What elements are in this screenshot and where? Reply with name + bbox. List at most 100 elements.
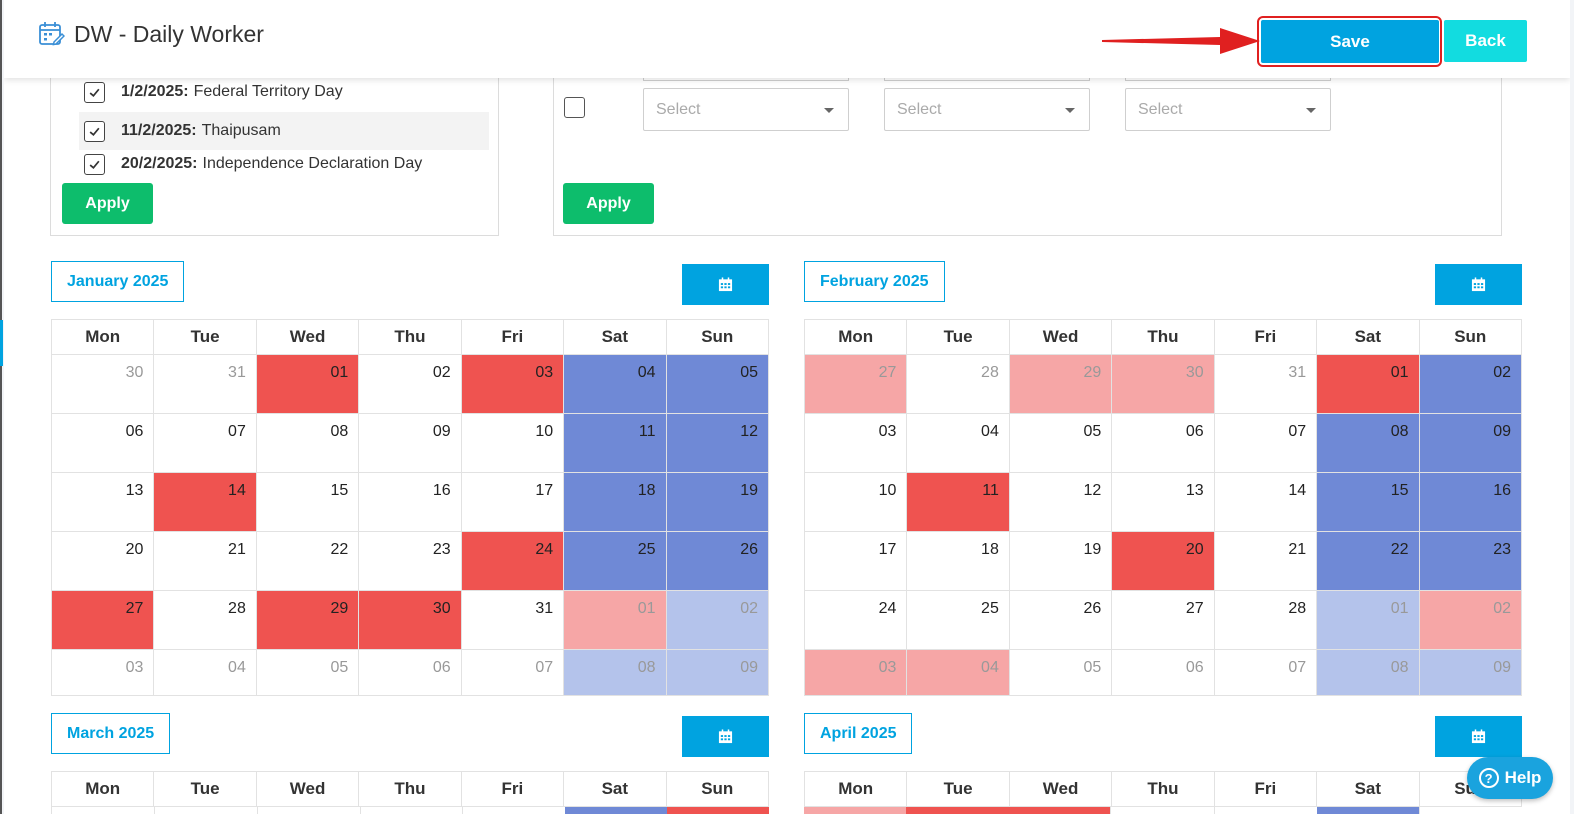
calendar-day[interactable]: 06 (1111, 413, 1215, 473)
back-button[interactable]: Back (1444, 20, 1527, 62)
holiday-item[interactable]: 11/2/2025: Thaipusam (79, 112, 489, 150)
checkbox-checked[interactable] (84, 120, 105, 142)
calendar-day[interactable]: 26 (1008, 590, 1113, 650)
select-dropdown[interactable]: Select (1125, 88, 1331, 131)
select-dropdown[interactable]: Select (643, 88, 849, 131)
calendar-day[interactable]: 07 (460, 649, 565, 696)
calendar-day[interactable]: 05 (255, 649, 360, 696)
calendar-day[interactable]: 23 (1418, 531, 1523, 591)
calendar-day[interactable]: 21 (153, 531, 257, 591)
calendar-day[interactable]: 08 (563, 649, 667, 696)
calendar-day[interactable]: 13 (1111, 472, 1215, 532)
calendar-day[interactable]: 03 (460, 354, 565, 414)
calendar-day[interactable]: 10 (460, 413, 565, 473)
calendar-day[interactable]: 08 (255, 413, 360, 473)
calendar-day[interactable]: 07 (1213, 649, 1318, 696)
calendar-day[interactable]: 01 (255, 354, 360, 414)
calendar-day[interactable]: 29 (1008, 354, 1113, 414)
calendar-day[interactable]: 02 (665, 590, 770, 650)
calendar-day[interactable]: 31 (153, 354, 257, 414)
calendar-picker-button[interactable] (682, 716, 769, 757)
calendar-month-title[interactable]: March 2025 (51, 713, 171, 754)
calendar-day[interactable]: 14 (153, 472, 257, 532)
calendar-day[interactable]: 04 (906, 649, 1010, 696)
calendar-day[interactable]: 02 (1418, 354, 1523, 414)
calendar-day[interactable]: 30 (1111, 354, 1215, 414)
calendar-day[interactable]: 18 (563, 472, 667, 532)
calendar-day[interactable]: 25 (906, 590, 1010, 650)
calendar-day[interactable]: 04 (906, 413, 1010, 473)
calendar-day[interactable]: 26 (665, 531, 770, 591)
calendar-day[interactable]: 04 (563, 354, 667, 414)
calendar-day[interactable]: 02 (358, 354, 462, 414)
calendar-day[interactable]: 21 (1213, 531, 1318, 591)
checkbox-checked[interactable] (84, 81, 105, 103)
calendar-day[interactable]: 12 (1008, 472, 1113, 532)
calendar-day[interactable]: 28 (153, 590, 257, 650)
calendar-day[interactable]: 03 (803, 649, 908, 696)
calendar-day[interactable]: 23 (358, 531, 462, 591)
checkbox-checked[interactable] (84, 153, 105, 175)
calendar-day[interactable]: 28 (906, 354, 1010, 414)
calendar-day[interactable]: 27 (50, 590, 155, 650)
calendar-day[interactable]: 05 (1008, 649, 1113, 696)
calendar-day[interactable]: 10 (803, 472, 908, 532)
calendar-picker-button[interactable] (1435, 264, 1522, 305)
calendar-day[interactable]: 22 (1316, 531, 1420, 591)
calendar-day[interactable]: 16 (358, 472, 462, 532)
calendar-day[interactable]: 12 (665, 413, 770, 473)
calendar-day[interactable]: 30 (358, 590, 462, 650)
calendar-day[interactable]: 25 (563, 531, 667, 591)
help-button[interactable]: ? Help (1467, 757, 1553, 799)
calendar-day[interactable]: 01 (1316, 354, 1420, 414)
calendar-picker-button[interactable] (1435, 716, 1522, 757)
calendar-day[interactable]: 06 (358, 649, 462, 696)
calendar-day[interactable]: 29 (255, 590, 360, 650)
calendar-day[interactable]: 31 (1213, 354, 1318, 414)
calendar-day[interactable]: 03 (50, 649, 155, 696)
calendar-day[interactable]: 11 (563, 413, 667, 473)
apply-holidays-button[interactable]: Apply (62, 183, 153, 224)
calendar-day[interactable]: 08 (1316, 413, 1420, 473)
select-dropdown[interactable]: Select (884, 88, 1090, 131)
calendar-day[interactable]: 03 (803, 413, 908, 473)
calendar-day[interactable]: 16 (1418, 472, 1523, 532)
calendar-day[interactable]: 17 (803, 531, 908, 591)
calendar-day[interactable]: 20 (1111, 531, 1215, 591)
calendar-day[interactable]: 09 (665, 649, 770, 696)
calendar-day[interactable]: 01 (1316, 590, 1420, 650)
calendar-day[interactable]: 09 (358, 413, 462, 473)
calendar-day[interactable]: 08 (1316, 649, 1420, 696)
calendar-day[interactable]: 11 (906, 472, 1010, 532)
calendar-day[interactable]: 14 (1213, 472, 1318, 532)
calendar-day[interactable]: 09 (1418, 649, 1523, 696)
calendar-day[interactable]: 15 (1316, 472, 1420, 532)
calendar-picker-button[interactable] (682, 264, 769, 305)
calendar-day[interactable]: 06 (1111, 649, 1215, 696)
calendar-day[interactable]: 02 (1418, 590, 1523, 650)
calendar-day[interactable]: 20 (50, 531, 155, 591)
calendar-month-title[interactable]: April 2025 (804, 713, 913, 754)
calendar-day[interactable]: 27 (1111, 590, 1215, 650)
calendar-day[interactable]: 22 (255, 531, 360, 591)
calendar-day[interactable]: 09 (1418, 413, 1523, 473)
calendar-day[interactable]: 06 (50, 413, 155, 473)
calendar-day[interactable]: 18 (906, 531, 1010, 591)
calendar-day[interactable]: 28 (1213, 590, 1318, 650)
calendar-day[interactable]: 27 (803, 354, 908, 414)
calendar-day[interactable]: 17 (460, 472, 565, 532)
calendar-day[interactable]: 15 (255, 472, 360, 532)
row-checkbox[interactable] (564, 97, 585, 118)
holiday-item[interactable]: 1/2/2025: Federal Territory Day (79, 73, 489, 111)
calendar-day[interactable]: 24 (803, 590, 908, 650)
calendar-month-title[interactable]: February 2025 (804, 261, 945, 302)
apply-shift-button[interactable]: Apply (563, 183, 654, 224)
calendar-day[interactable]: 05 (665, 354, 770, 414)
calendar-day[interactable]: 04 (153, 649, 257, 696)
save-button[interactable]: Save (1261, 20, 1439, 63)
calendar-day[interactable]: 05 (1008, 413, 1113, 473)
calendar-day[interactable]: 31 (460, 590, 565, 650)
calendar-day[interactable]: 07 (1213, 413, 1318, 473)
calendar-day[interactable]: 13 (50, 472, 155, 532)
calendar-day[interactable]: 19 (665, 472, 770, 532)
